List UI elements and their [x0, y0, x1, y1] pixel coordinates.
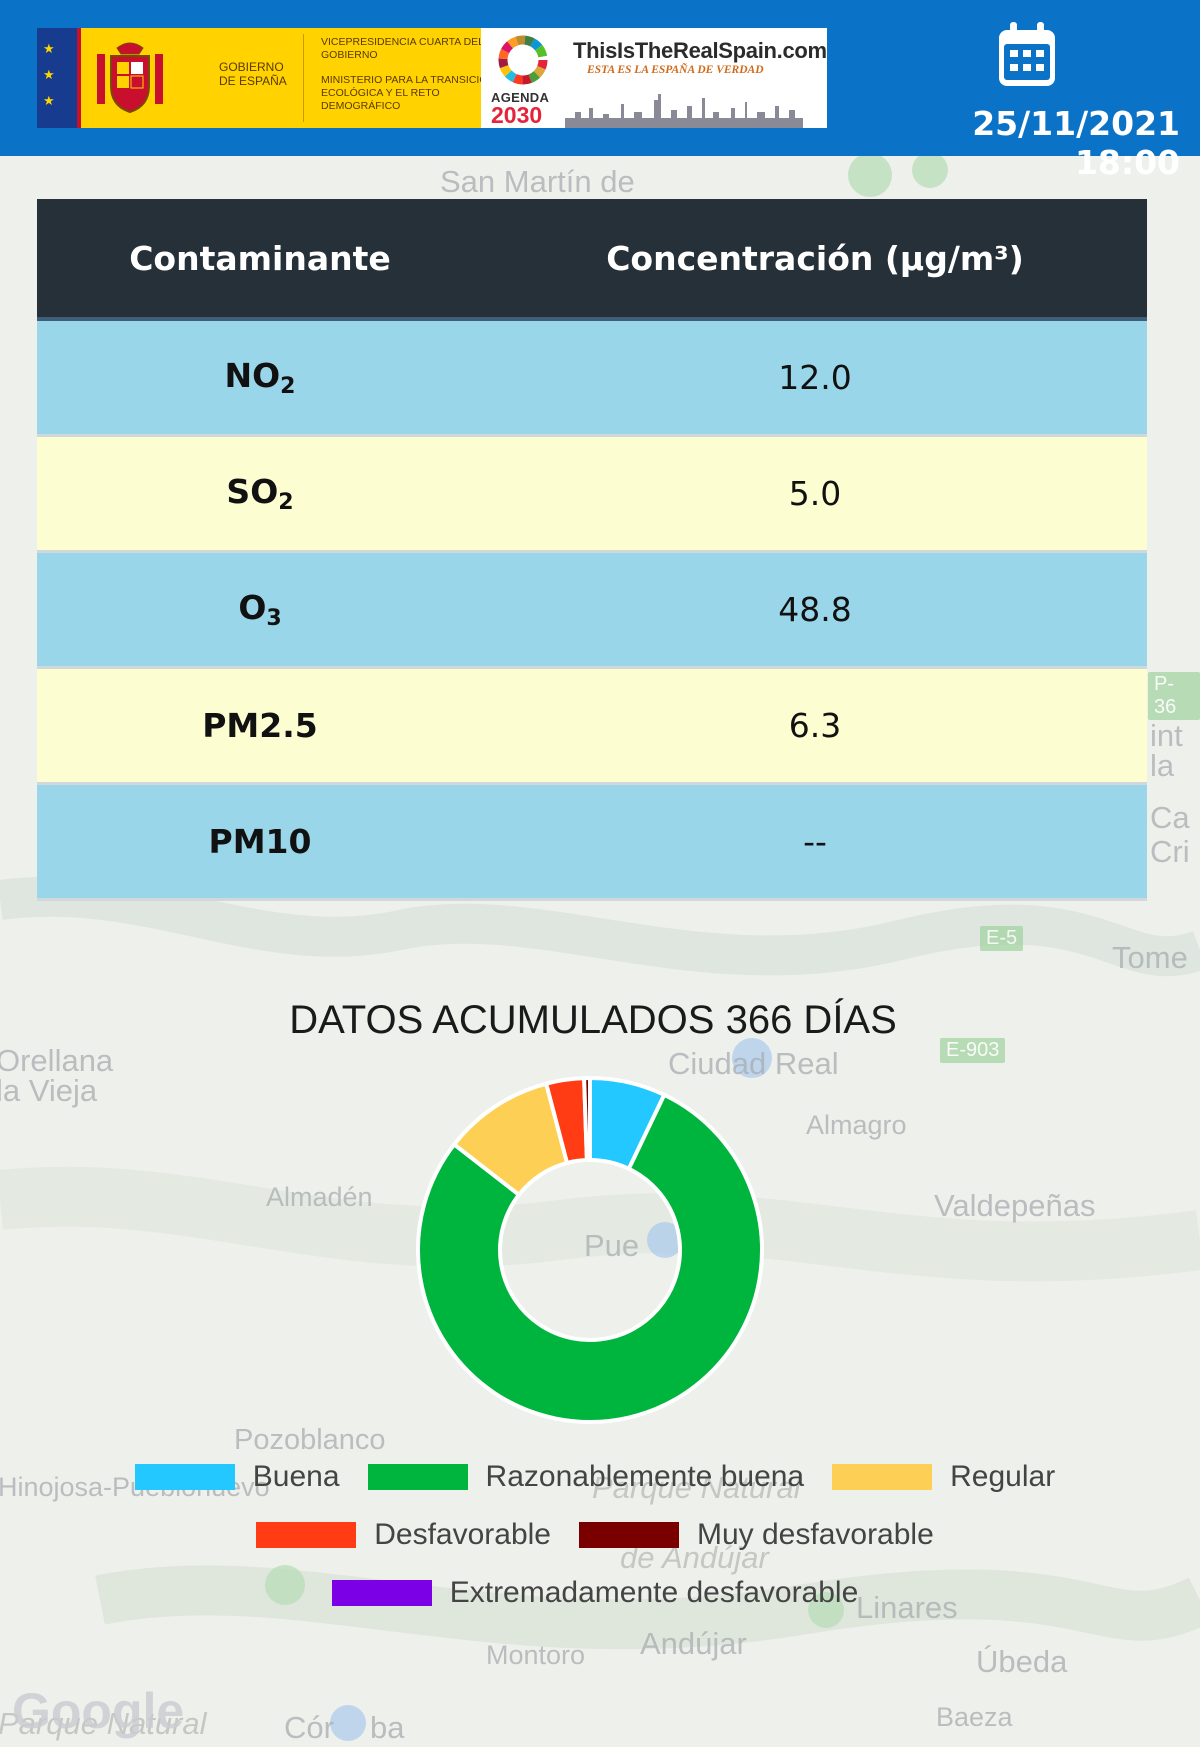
road-badge: E-903 [940, 1038, 1006, 1063]
map-label: Orellana la Vieja [0, 1043, 114, 1108]
legend-swatch [134, 1464, 235, 1490]
map-label: Baeza [936, 1702, 1013, 1732]
pollutant-value: 12.0 [483, 319, 1147, 437]
column-header-concentration: Concentración (µg/m³) [483, 199, 1147, 321]
realspain-title: ThisIsTheRealSpain.com [573, 38, 827, 63]
eu-flag: ★ ★ ★ [37, 28, 77, 128]
agenda-label: AGENDA [491, 90, 550, 105]
google-logo: Google [12, 1683, 185, 1739]
vicepresidencia-label: VICEPRESIDENCIA CUARTA DEL GOBIERNO [321, 36, 484, 61]
city-skyline-icon [565, 94, 803, 128]
map-label: Almadén [266, 1182, 373, 1212]
table-row: PM10 -- [37, 783, 1147, 901]
map-label: Parque Natural [0, 1706, 207, 1741]
legend-label: Desfavorable [374, 1518, 551, 1551]
legend-item-razonablemente-buena[interactable]: Razonablemente buena [367, 1460, 805, 1494]
map-label: Úbeda [976, 1644, 1068, 1679]
legend-label: Buena [252, 1460, 340, 1493]
chart-legend: Buena Razonablemente buena Regular Desfa… [90, 1448, 1100, 1622]
chart-title: DATOS ACUMULADOS 366 DÍAS [289, 998, 897, 1042]
donut-slice-razonablemente-buena[interactable] [416, 1092, 764, 1424]
sdg-wheel-icon [498, 35, 548, 85]
datetime-label: 25/11/2021 18:00 [972, 104, 1180, 182]
legend-swatch [578, 1522, 679, 1548]
pollutant-name: PM10 [37, 783, 483, 901]
legend-label: Regular [950, 1460, 1056, 1493]
donut-chart[interactable] [400, 1060, 780, 1440]
legend-swatch [256, 1522, 357, 1548]
table-row: O3 48.8 [37, 551, 1147, 669]
column-header-pollutant: Contaminante [37, 199, 483, 321]
coat-of-arms-icon [97, 42, 163, 114]
government-logo: GOBIERNO DE ESPAÑA VICEPRESIDENCIA CUART… [81, 28, 495, 128]
pollutant-value: 6.3 [483, 667, 1147, 785]
table-row: PM2.5 6.3 [37, 667, 1147, 785]
table-row: NO2 12.0 [37, 319, 1147, 437]
map-label: Linares [856, 1590, 958, 1625]
pollutant-name: O3 [37, 551, 483, 669]
map-label: Pue [584, 1228, 640, 1263]
donut-slice-muy-desfavorable[interactable] [582, 1075, 592, 1163]
map-label: Almagro [806, 1110, 907, 1140]
map-label: Cri [1150, 834, 1190, 869]
legend-label: Muy desfavorable [696, 1518, 934, 1551]
map-label: Tome [1112, 940, 1188, 975]
header-bar: ★ ★ ★ GOBIERNO DE ESPAÑA VICEPRESIDENCIA C… [0, 0, 1200, 182]
legend-item-desfavorable[interactable]: Desfavorable [256, 1518, 551, 1552]
pollutant-table: Contaminante Concentración (µg/m³) NO2 1… [37, 199, 1147, 901]
map-label: Andújar [640, 1626, 747, 1661]
agenda-2030-logo: AGENDA 2030 [481, 28, 565, 128]
pollutant-name: NO2 [37, 319, 483, 437]
map-label: Ca [1150, 800, 1190, 835]
realspain-subtitle: ESTA ES LA ESPAÑA DE VERDAD [587, 64, 764, 76]
legend-swatch [331, 1580, 432, 1606]
ministerio-label: MINISTERIO PARA LA TRANSICIÓN ECOLÓGICA … [321, 74, 496, 112]
map-label: Cór [284, 1710, 334, 1745]
government-label: GOBIERNO DE ESPAÑA [219, 60, 287, 88]
map-label: ba [370, 1710, 405, 1745]
legend-label: Razonablemente buena [485, 1460, 805, 1493]
road-badge: P-36 [1148, 672, 1200, 720]
legend-swatch [367, 1464, 468, 1490]
map-label: la [1150, 748, 1175, 783]
pollutant-name: SO2 [37, 435, 483, 553]
map-label: int [1150, 718, 1183, 753]
spain-flag-strip [77, 28, 81, 128]
map-label: Valdepeñas [934, 1188, 1096, 1223]
agenda-year: 2030 [491, 102, 543, 128]
divider [303, 34, 304, 122]
road-badge: E-5 [980, 926, 1024, 951]
table-header-row: Contaminante Concentración (µg/m³) [37, 199, 1147, 321]
legend-item-regular[interactable]: Regular [832, 1460, 1055, 1494]
map-label: Montoro [486, 1640, 586, 1670]
legend-label: Extremadamente desfavorable [449, 1576, 859, 1609]
government-banner[interactable]: ★ ★ ★ GOBIERNO DE ESPAÑA VICEPRESIDENCIA C… [37, 28, 827, 128]
pollutant-value: 48.8 [483, 551, 1147, 669]
map-label: Ciudad Real [668, 1046, 839, 1081]
realspain-logo[interactable]: ThisIsTheRealSpain.com ESTA ES LA ESPAÑA… [565, 28, 827, 128]
map-label: Pozoblanco [234, 1424, 386, 1456]
legend-item-extremadamente-desfavorable[interactable]: Extremadamente desfavorable [331, 1576, 859, 1610]
pollutant-name: PM2.5 [37, 667, 483, 785]
legend-item-buena[interactable]: Buena [134, 1460, 340, 1494]
legend-swatch [832, 1464, 933, 1490]
ministry-label: VICEPRESIDENCIA CUARTA DEL GOBIERNO MINI… [321, 36, 501, 113]
pollutant-value: -- [483, 783, 1147, 901]
table-row: SO2 5.0 [37, 435, 1147, 553]
calendar-icon[interactable] [996, 20, 1058, 88]
legend-item-muy-desfavorable[interactable]: Muy desfavorable [578, 1518, 934, 1552]
pollutant-value: 5.0 [483, 435, 1147, 553]
map-label: Parque Natural [592, 1470, 801, 1505]
map-label: San Martín de [440, 164, 635, 199]
